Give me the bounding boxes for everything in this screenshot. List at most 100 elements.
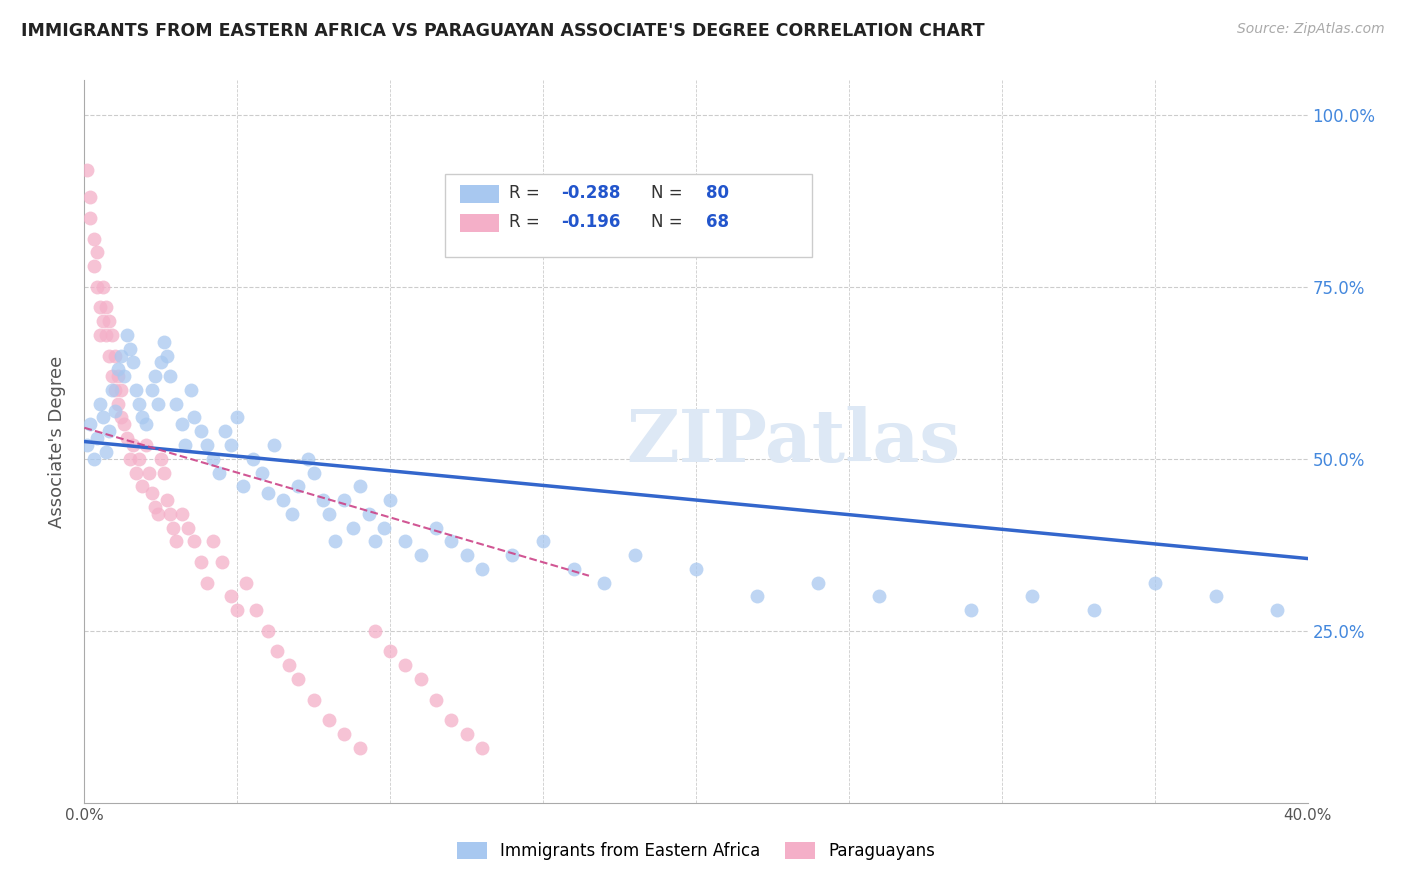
Point [120,342,142,356]
Point [409,548,432,562]
Legend: Immigrants from Eastern Africa, Paraguayans: Immigrants from Eastern Africa, Paraguay… [450,835,942,867]
Point [278,658,301,673]
Point [104,349,127,363]
Point [318,507,340,521]
Point [287,479,309,493]
Text: -0.288: -0.288 [561,184,621,202]
Point [425,692,447,706]
Point [180,383,202,397]
Point [94,445,117,459]
Point [250,466,273,480]
Text: -0.196: -0.196 [561,213,621,231]
Text: N =: N = [651,184,688,202]
Point [120,451,142,466]
Point [1083,603,1105,617]
Point [531,534,554,549]
Point [208,466,231,480]
Point [97,424,120,438]
Point [79,417,101,432]
Point [83,231,105,245]
Point [146,507,169,521]
Text: N =: N = [651,213,688,231]
Point [960,603,983,617]
Point [373,520,395,534]
Point [104,403,127,417]
Point [502,548,524,562]
Point [159,369,181,384]
Point [135,438,157,452]
Point [112,369,135,384]
Point [364,534,387,549]
Point [302,466,325,480]
Point [245,603,267,617]
Point [226,410,249,425]
Point [79,211,101,225]
Point [153,334,176,349]
Text: 68: 68 [706,213,728,231]
Point [235,575,257,590]
FancyBboxPatch shape [460,214,499,232]
Point [456,727,478,741]
Point [149,451,172,466]
Point [333,727,356,741]
Point [425,520,447,534]
Text: Source: ZipAtlas.com: Source: ZipAtlas.com [1237,22,1385,37]
Point [165,397,187,411]
Point [131,479,153,493]
Point [624,548,647,562]
Point [312,493,335,508]
Point [101,369,124,384]
Point [135,417,157,432]
Point [122,355,145,369]
Point [409,672,432,686]
Point [297,451,319,466]
Point [128,451,150,466]
Point [101,327,124,342]
Point [266,644,288,658]
Point [94,301,117,315]
Point [257,486,280,500]
Point [165,534,187,549]
Point [195,575,218,590]
Point [380,493,402,508]
Point [357,507,380,521]
Point [287,672,309,686]
Point [86,431,108,445]
Point [219,590,242,604]
Point [214,424,236,438]
Point [83,451,105,466]
Point [201,534,224,549]
Point [162,520,184,534]
Point [747,590,769,604]
Point [440,534,463,549]
Point [115,431,138,445]
Point [394,658,416,673]
Point [257,624,280,638]
Point [1265,603,1288,617]
Point [159,507,181,521]
Point [110,410,132,425]
Point [128,397,150,411]
Point [91,410,114,425]
Point [94,327,117,342]
Point [333,493,356,508]
Point [86,279,108,293]
Point [110,383,132,397]
Point [562,562,585,576]
Point [232,479,254,493]
Point [86,245,108,260]
Point [1021,590,1043,604]
Point [89,327,111,342]
Point [211,555,233,569]
Point [318,713,340,727]
Point [91,279,114,293]
Point [122,438,145,452]
Point [1143,575,1166,590]
Point [323,534,346,549]
Text: R =: R = [509,184,544,202]
Point [107,362,129,376]
Point [190,424,212,438]
Point [101,383,124,397]
Point [172,507,194,521]
Point [183,534,205,549]
